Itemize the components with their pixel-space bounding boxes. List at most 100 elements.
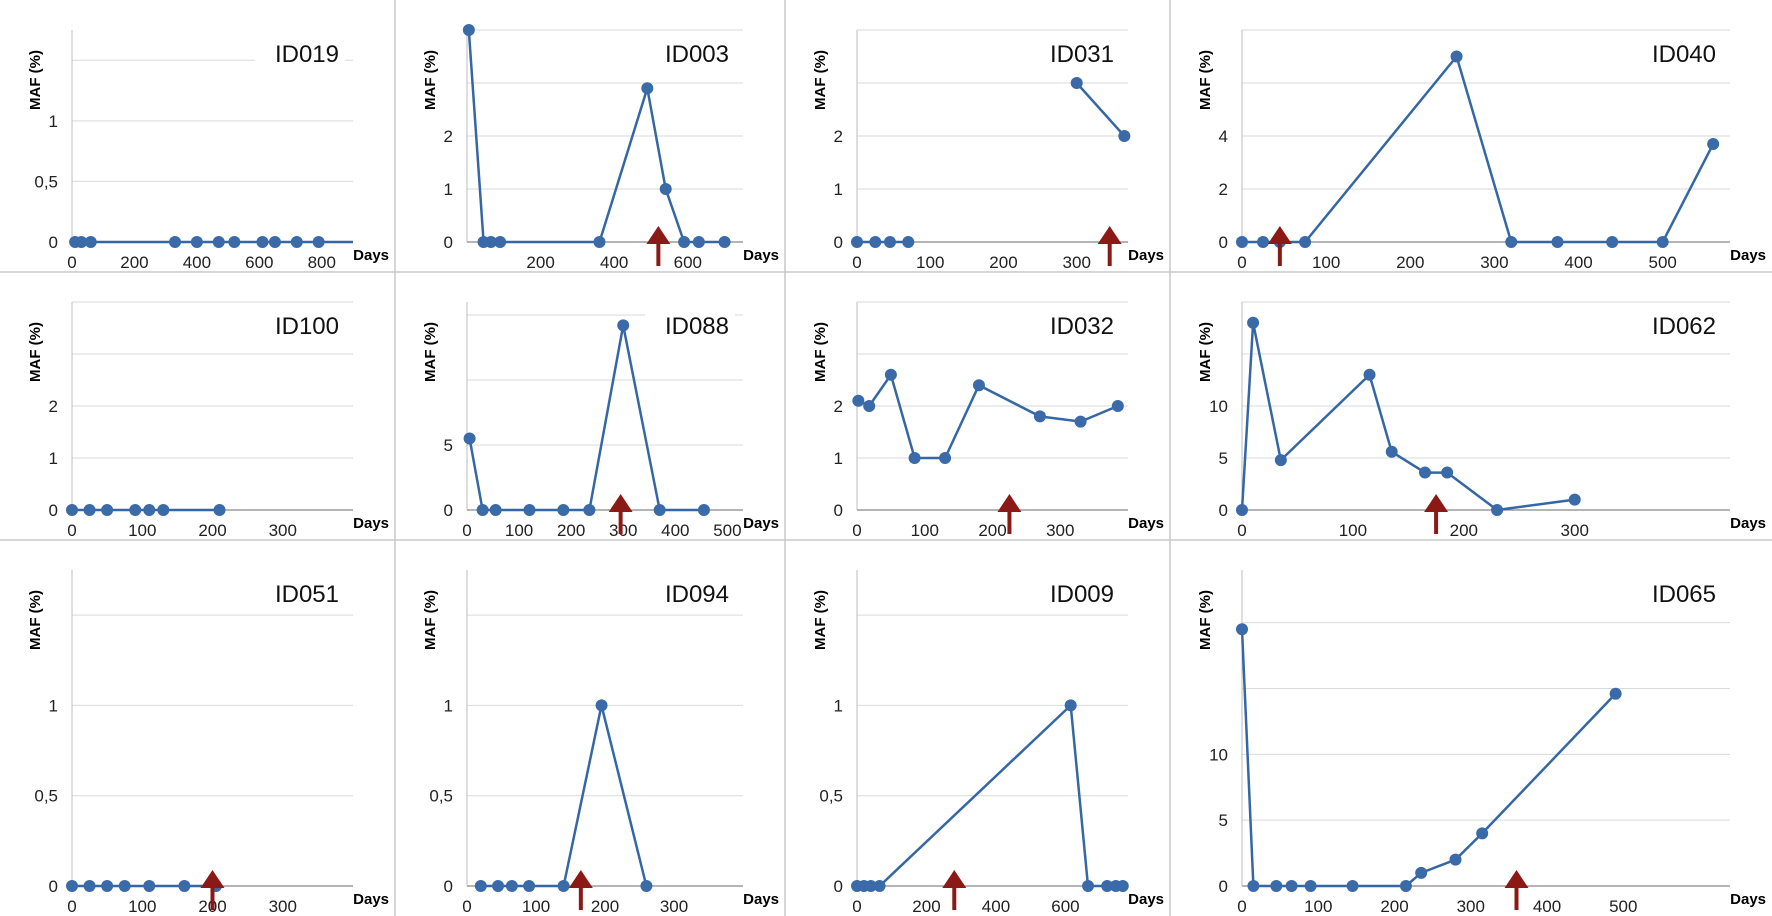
- data-point: [593, 236, 606, 248]
- data-point: [1399, 880, 1412, 892]
- chart-panel-id032: 0 1 2 0 100 200 300 MAF (%) Days ID032: [785, 272, 1170, 540]
- y-tick-label: 0: [444, 233, 453, 252]
- data-point: [83, 504, 96, 516]
- y-axis-label: MAF (%): [812, 590, 829, 650]
- data-point: [66, 504, 78, 516]
- data-point: [1236, 623, 1248, 636]
- data-point: [312, 236, 325, 248]
- series-line: [1075, 82, 1126, 137]
- data-point: [1363, 368, 1376, 381]
- y-axis-label: MAF (%): [422, 50, 439, 110]
- data-point: [1257, 236, 1270, 248]
- x-axis-label: Days: [353, 891, 389, 908]
- data-point: [228, 236, 241, 248]
- panel-title: ID032: [1050, 313, 1114, 340]
- data-point: [1274, 454, 1287, 467]
- data-point: [84, 236, 97, 248]
- arrow-marker: [1424, 494, 1449, 534]
- x-tick-label: 400: [183, 253, 211, 272]
- x-tick-label: 200: [198, 521, 226, 540]
- x-axis-label: Days: [743, 891, 779, 908]
- x-axis-label: Days: [353, 247, 389, 264]
- data-point: [190, 236, 203, 248]
- x-tick-label: 100: [911, 521, 939, 540]
- x-tick-label: 300: [1063, 253, 1091, 272]
- x-axis-label: Days: [1128, 247, 1164, 264]
- y-axis-label: MAF (%): [422, 590, 439, 650]
- x-tick-label: 0: [67, 897, 76, 916]
- title-backing: [645, 308, 735, 342]
- data-point: [505, 880, 518, 892]
- data-point: [523, 504, 536, 516]
- data-point: [1074, 415, 1087, 428]
- data-point: [908, 452, 921, 464]
- title-backing: [1632, 36, 1722, 70]
- x-axis-label: Days: [1128, 515, 1164, 532]
- title-backing: [645, 576, 735, 610]
- x-tick-label: 600: [1051, 897, 1079, 916]
- data-point: [557, 880, 570, 892]
- y-tick-label: 2: [1219, 180, 1228, 199]
- x-tick-label: 300: [1457, 897, 1485, 916]
- y-tick-label: 1: [49, 696, 58, 715]
- arrow-marker: [608, 494, 633, 534]
- y-tick-label: 0: [444, 501, 453, 520]
- chart-panel-id031: 0 1 2 0 100 200 300 MAF (%) Days ID031: [785, 0, 1170, 272]
- x-tick-label: 300: [269, 521, 297, 540]
- arrow-marker: [568, 870, 593, 910]
- y-tick-label: 5: [1219, 449, 1228, 468]
- data-point: [1247, 316, 1260, 329]
- chart-svg: 0 1 2 0 100 200 300 MAF (%) Days ID032: [812, 301, 1164, 540]
- chart-panel-id003: 0 1 2 200 400 600 MAF (%) Days ID003: [395, 0, 785, 272]
- x-axis-label: Days: [353, 515, 389, 532]
- x-tick-label: 200: [557, 521, 585, 540]
- panel-title: ID065: [1652, 581, 1716, 608]
- y-tick-label: 0: [1219, 501, 1228, 520]
- y-tick-label: 0: [49, 501, 58, 520]
- x-tick-label: 300: [1046, 521, 1074, 540]
- arrow-marker: [942, 870, 967, 910]
- y-tick-label: 1: [834, 180, 843, 199]
- title-backing: [1632, 576, 1722, 610]
- x-tick-label: 200: [526, 253, 554, 272]
- x-tick-label: 400: [661, 521, 689, 540]
- y-tick-label: 1: [834, 696, 843, 715]
- panel-title: ID094: [665, 581, 729, 608]
- data-point: [75, 236, 88, 248]
- x-tick-label: 0: [1237, 521, 1246, 540]
- data-point: [1476, 827, 1489, 840]
- title-backing: [255, 36, 345, 70]
- title-backing: [1632, 308, 1722, 342]
- chart-svg: 0 0,5 1 0 200 400 600 800 MAF (%) Days ID019: [27, 30, 389, 272]
- data-point: [972, 379, 985, 392]
- data-point: [851, 236, 863, 248]
- data-point: [489, 504, 502, 516]
- y-tick-label: 1: [444, 696, 453, 715]
- y-tick-label: 2: [834, 397, 843, 416]
- x-tick-label: 200: [978, 521, 1006, 540]
- data-point: [83, 880, 96, 892]
- data-point: [583, 504, 596, 516]
- data-point: [1346, 880, 1359, 892]
- x-tick-label: 500: [713, 521, 741, 540]
- chart-panel-id088: 0 5 0 100 200 300 400 500 MAF (%) Days ID088: [395, 272, 785, 540]
- data-point: [1415, 866, 1428, 879]
- data-point: [268, 236, 281, 248]
- title-backing: [255, 576, 345, 610]
- x-tick-label: 100: [916, 253, 944, 272]
- chart-panel-id094: 0 0,5 1 0 100 200 300 MAF (%) Days ID094: [395, 540, 785, 916]
- data-point: [939, 452, 952, 464]
- data-point: [1101, 880, 1114, 892]
- x-tick-label: 100: [1339, 521, 1367, 540]
- data-point: [1247, 880, 1260, 892]
- data-point: [1419, 466, 1431, 479]
- x-tick-label: 300: [1561, 521, 1589, 540]
- data-point: [1656, 236, 1669, 248]
- x-axis-label: Days: [1730, 247, 1766, 264]
- data-point: [697, 504, 710, 516]
- data-point: [883, 236, 896, 248]
- data-point: [101, 504, 114, 516]
- panel-title: ID009: [1050, 581, 1114, 608]
